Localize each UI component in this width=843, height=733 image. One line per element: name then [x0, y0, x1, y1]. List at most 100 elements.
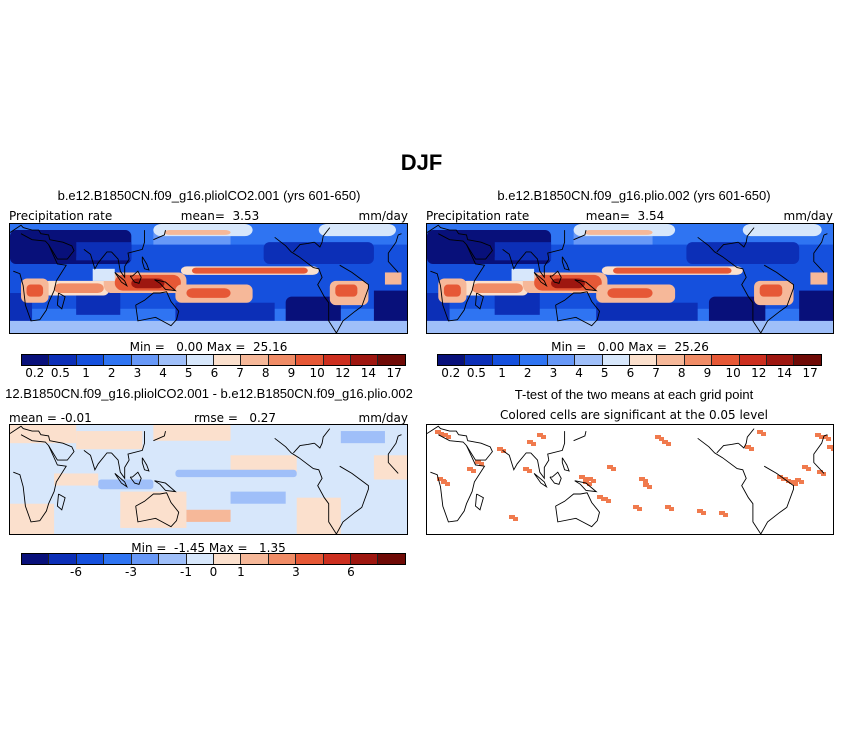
colorbar-tick-label: 8 [261, 366, 270, 380]
significant-cell [606, 499, 611, 503]
panel2-units-label: mm/day [783, 209, 834, 223]
significant-cell [471, 469, 476, 473]
colorbar-box [159, 554, 187, 564]
coastline [274, 236, 337, 333]
contour-patch [511, 268, 535, 281]
colorbar-box [213, 554, 242, 564]
colorbar-box [492, 355, 521, 365]
significant-cell [777, 475, 783, 479]
panel3-mean-label: mean = -0.01 [9, 411, 92, 425]
contour-patch [340, 431, 385, 444]
significant-cell [523, 467, 529, 471]
significant-cell [806, 467, 811, 471]
coastline [129, 270, 142, 284]
coastline [430, 434, 825, 523]
contour-patch [26, 284, 44, 297]
contour-patch [607, 288, 653, 298]
significant-cell [497, 447, 503, 451]
colorbar-box [296, 355, 324, 365]
significant-cell [591, 479, 596, 483]
colorbar-tick-label: 1 [82, 366, 90, 380]
colorbar-box [159, 355, 187, 365]
panel2-colorbar [437, 354, 822, 366]
panel2-title: b.e12.B1850CN.f09_g16.plio.002 (yrs 601-… [497, 188, 771, 203]
colorbar-tick-label: 6 [626, 366, 635, 380]
coastline [56, 292, 66, 310]
contour-patch [230, 491, 286, 504]
significant-cell [435, 430, 441, 434]
coastline [573, 430, 587, 442]
colorbar-tick-label: 2 [523, 366, 532, 380]
panel1-map [9, 223, 408, 334]
map-background [427, 425, 833, 534]
coastline [555, 492, 600, 528]
coastline [114, 473, 128, 489]
panel3-units-label: mm/day [358, 411, 409, 425]
colorbar-box [268, 355, 297, 365]
contour-patch [186, 288, 231, 298]
coastline [135, 291, 180, 327]
coastline [114, 272, 128, 288]
contour-patch [584, 230, 653, 235]
colorbar-box [739, 355, 768, 365]
coastline [475, 493, 484, 511]
significant-cell [793, 482, 798, 486]
colorbar-box [323, 554, 352, 564]
significant-cell [761, 432, 766, 436]
significant-cell [643, 483, 649, 487]
colorbar-tick-label: 4 [575, 366, 583, 380]
coastlines [427, 425, 828, 534]
coastline [530, 230, 566, 279]
coastline [154, 279, 177, 292]
contour-patch [76, 431, 143, 450]
significant-cell [655, 435, 661, 439]
colorbar-box [49, 554, 77, 564]
significant-cell [541, 435, 546, 439]
colorbar-tick-label: 3 [133, 366, 142, 380]
colorbar-tick-label: 10 [309, 366, 325, 380]
significant-cell [537, 433, 543, 437]
significant-cell [602, 497, 608, 501]
coastline [574, 279, 598, 292]
significant-cell [821, 472, 826, 476]
panel2-variable-label: Precipitation rate [426, 209, 530, 223]
colorbar-tick-label: 4 [159, 366, 167, 380]
coastline [141, 256, 150, 271]
significant-cell [607, 465, 613, 469]
significant-cell [662, 440, 668, 444]
panel2-colorbar-ticks: 0.2 0.5 1 2 3 4 5 6 7 8 9 10 12 14 17 [437, 366, 822, 380]
panel1-units-label: mm/day [358, 209, 409, 223]
colorbar-box [657, 355, 685, 365]
contour-patch [318, 224, 396, 237]
colorbar-box [76, 554, 105, 564]
colorbar-box [378, 554, 405, 564]
colorbar-tick-label: 10 [725, 366, 741, 380]
significant-cell [723, 513, 728, 517]
colorbar-box [268, 554, 297, 564]
coastline [111, 431, 145, 480]
coastline [10, 425, 402, 441]
significant-cell [633, 505, 639, 509]
colorbar-tick-label: 14 [776, 366, 793, 380]
significant-cell [639, 477, 645, 481]
coastline [13, 233, 399, 322]
colorbar-box [241, 554, 269, 564]
colorbar-box [465, 355, 493, 365]
coastline [274, 437, 337, 534]
coastline [141, 457, 150, 472]
panel1-colorbar-ticks: 0.2 0.5 1 2 3 4 5 6 7 8 9 10 12 14 17 [21, 366, 406, 380]
coastline [697, 437, 762, 534]
significant-cell [583, 480, 589, 484]
colorbar-box [351, 554, 379, 564]
significant-cell [659, 437, 664, 441]
colorbar-tick-label: 0.5 [50, 366, 70, 380]
panel3-colorbar-ticks: -6 -3 -1 0 1 3 6 [21, 565, 406, 579]
significant-cell [815, 433, 821, 437]
panel4-subtitle: Colored cells are significant at the 0.0… [499, 408, 769, 422]
colorbar-tick-label: 14 [360, 366, 377, 380]
significant-cell [822, 435, 828, 439]
colorbar-tick-label: 6 [210, 366, 219, 380]
coastline [10, 224, 402, 240]
panel3-map [9, 424, 408, 535]
colorbar-tick-label: 0.2 [441, 366, 461, 380]
